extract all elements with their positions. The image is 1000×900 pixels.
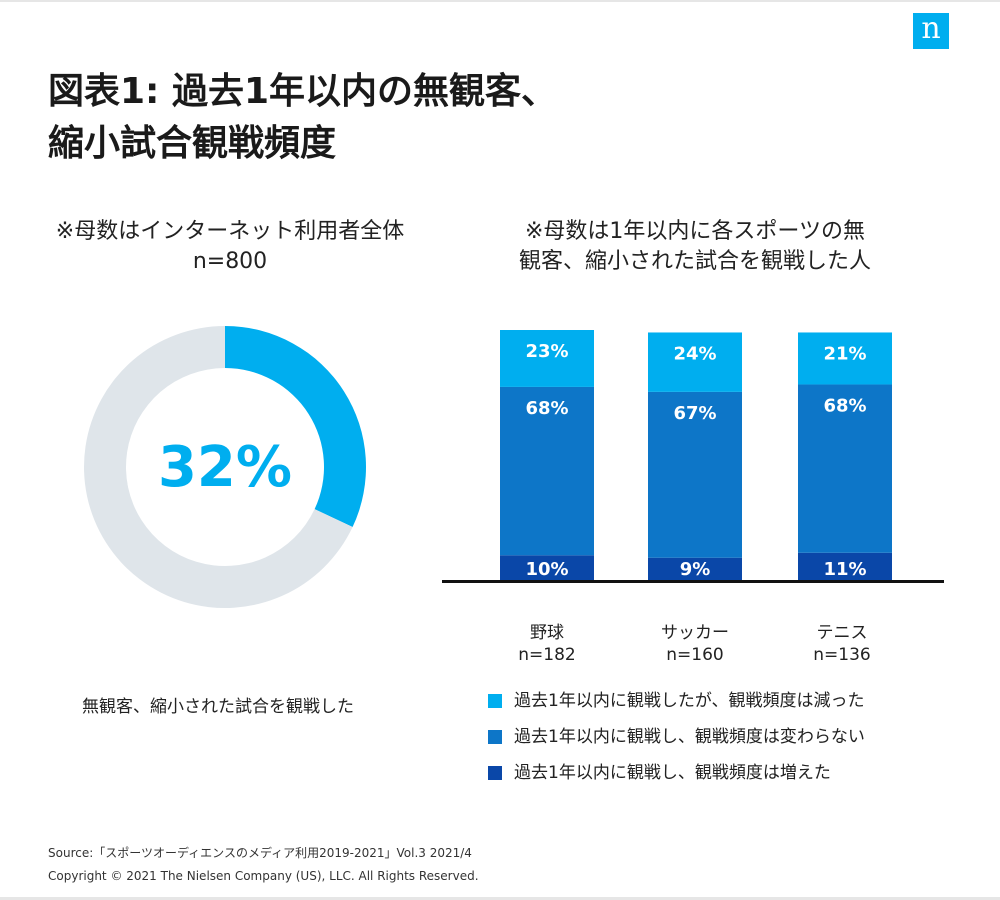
left-base-note: ※母数はインターネット利用者全体 n=800 — [30, 217, 430, 277]
bar-segment-soccer-decreased — [648, 332, 742, 392]
bar-segment-baseball-decreased — [500, 330, 594, 387]
legend-item-decreased: 過去1年以内に観戦したが、観戦頻度は減った — [488, 689, 865, 725]
donut-center-value: 32% — [158, 435, 292, 500]
bar-label-soccer-increased: 9% — [680, 559, 711, 580]
bar-segment-soccer-increased — [648, 557, 742, 580]
bar-segment-baseball-unchanged — [500, 386, 594, 556]
bar-label-baseball-unchanged: 68% — [525, 398, 568, 419]
bottom-border — [0, 897, 1000, 900]
donut-slice-watched — [225, 326, 366, 528]
right-note-line-2: 観客、縮小された試合を観戦した人 — [518, 249, 871, 274]
category-baseball: 野球 n=182 — [477, 622, 617, 666]
bar-segment-tennis-decreased — [798, 332, 892, 385]
bar-label-tennis-decreased: 21% — [823, 343, 866, 364]
category-label: 野球 — [530, 623, 564, 643]
legend-swatch-increased — [488, 766, 502, 780]
right-note-line-1: ※母数は1年以内に各スポーツの無 — [525, 219, 865, 244]
bar-label-tennis-unchanged: 68% — [823, 395, 866, 416]
bar-segment-tennis-unchanged — [798, 384, 892, 553]
donut-caption: 無観客、縮小された試合を観戦した — [82, 697, 354, 717]
donut-chart: 32% — [84, 326, 366, 608]
category-tennis: テニス n=136 — [772, 622, 912, 666]
category-soccer: サッカー n=160 — [625, 622, 765, 666]
legend-label-increased: 過去1年以内に観戦し、観戦頻度は増えた — [514, 763, 831, 783]
bar-label-soccer-decreased: 24% — [673, 343, 716, 364]
bar-segment-soccer-unchanged — [648, 391, 742, 558]
source-note: Source:「スポーツオーディエンスのメディア利用2019-2021」Vol.… — [48, 846, 472, 860]
bar-segment-tennis-increased — [798, 552, 892, 580]
left-note-line-2: n=800 — [192, 249, 268, 274]
left-note-line-1: ※母数はインターネット利用者全体 — [55, 219, 405, 244]
category-label: テニス — [816, 623, 868, 643]
bar-label-baseball-decreased: 23% — [525, 341, 568, 362]
bar-legend: 過去1年以内に観戦したが、観戦頻度は減った 過去1年以内に観戦し、観戦頻度は変わ… — [488, 689, 865, 797]
bar-label-soccer-unchanged: 67% — [673, 403, 716, 424]
category-n: n=182 — [518, 645, 576, 665]
category-label: サッカー — [661, 623, 729, 643]
legend-label-decreased: 過去1年以内に観戦したが、観戦頻度は減った — [514, 691, 865, 711]
title-line-2: 縮小試合観戦頻度 — [48, 123, 337, 164]
bar-segment-baseball-increased — [500, 555, 594, 580]
page-title: 図表1: 過去1年以内の無観客、 縮小試合観戦頻度 — [48, 66, 768, 170]
legend-swatch-unchanged — [488, 730, 502, 744]
nielsen-logo: n — [913, 13, 949, 49]
stacked-bar-chart: 10% 68% 23% 9% 67% 24% 11% 68% 21% — [442, 330, 944, 583]
legend-item-increased: 過去1年以内に観戦し、観戦頻度は増えた — [488, 761, 865, 797]
legend-label-unchanged: 過去1年以内に観戦し、観戦頻度は変わらない — [514, 727, 865, 747]
category-n: n=136 — [813, 645, 871, 665]
donut-slice-remainder — [84, 326, 353, 608]
top-border — [0, 0, 1000, 2]
title-line-1: 図表1: 過去1年以内の無観客、 — [48, 71, 558, 112]
legend-item-unchanged: 過去1年以内に観戦し、観戦頻度は変わらない — [488, 725, 865, 761]
bar-label-tennis-increased: 11% — [823, 559, 866, 580]
copyright-note: Copyright © 2021 The Nielsen Company (US… — [48, 869, 479, 883]
right-base-note: ※母数は1年以内に各スポーツの無 観客、縮小された試合を観戦した人 — [480, 217, 910, 277]
legend-swatch-decreased — [488, 694, 502, 708]
category-n: n=160 — [666, 645, 724, 665]
bar-label-baseball-increased: 10% — [525, 559, 568, 580]
